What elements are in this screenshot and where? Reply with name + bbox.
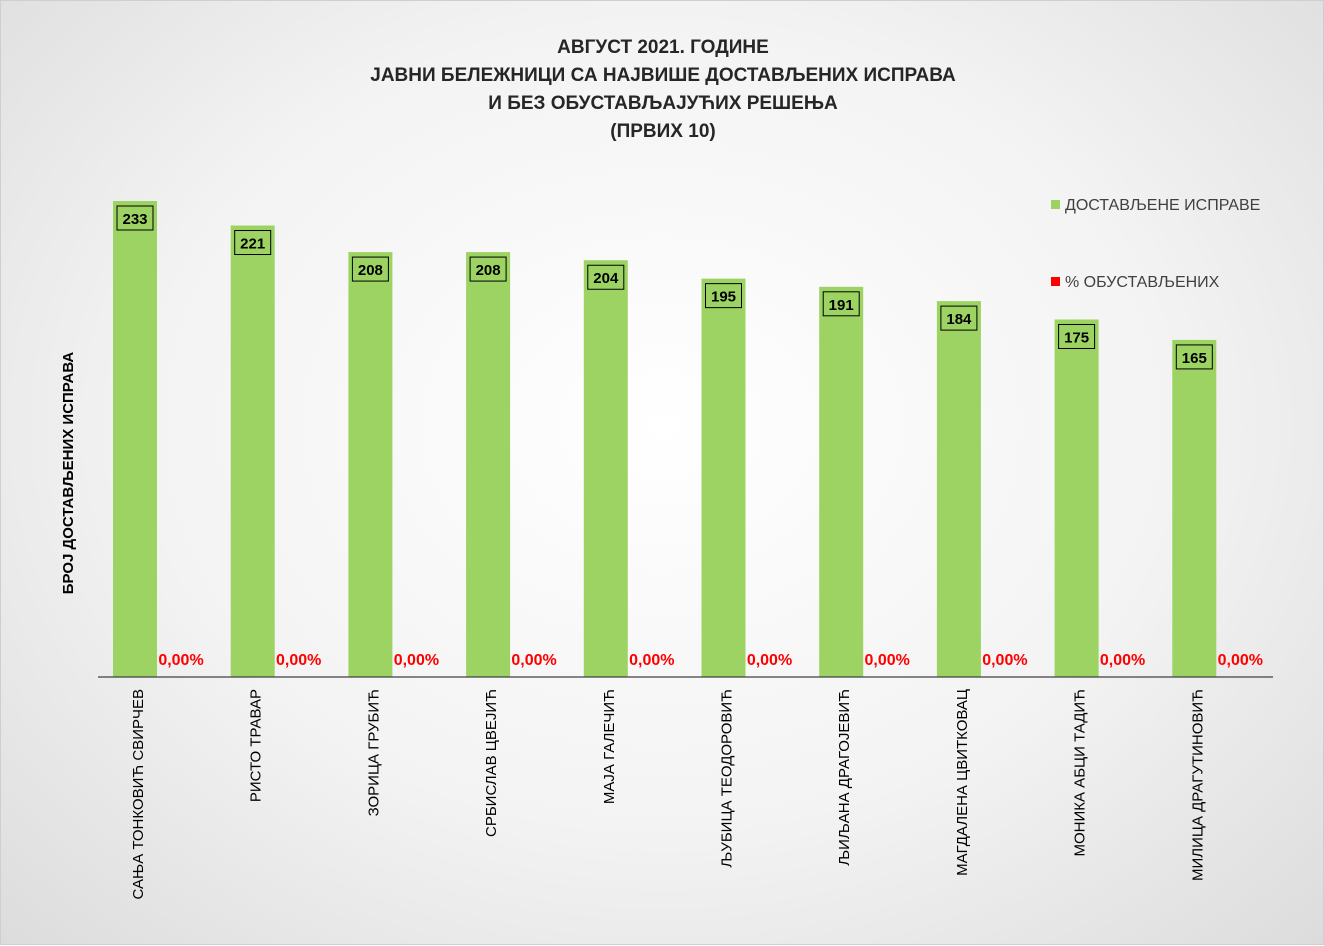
category-label: ЉИЉАНА ДРАГОЈЕВИЋ — [836, 689, 853, 866]
data-label-box — [1175, 344, 1213, 370]
data-label-box — [587, 264, 625, 290]
title-line: АВГУСТ 2021. ГОДИНЕ — [557, 37, 769, 58]
y-axis-label: БРОЈ ДОСТАВЉЕНИХ ИСПРАВА — [60, 352, 77, 595]
category-label: САЊА ТОНКОВИЋ СВИРЧЕВ — [130, 689, 147, 899]
bar — [936, 301, 981, 677]
data-label: 165 — [1182, 350, 1207, 367]
title-line: И БЕЗ ОБУСТАВЉАЈУЋИХ РЕШЕЊА — [488, 93, 838, 114]
category-label: МИЛИЦА ДРАГУТИНОВИЋ — [1189, 689, 1206, 881]
data-label-box — [116, 205, 154, 231]
data-label-box — [940, 305, 978, 331]
bar — [113, 201, 157, 677]
data-label-box — [1058, 323, 1096, 349]
data-label: 233 — [122, 211, 147, 228]
percent-label: 0,00% — [1218, 652, 1263, 669]
category-label: ЗОРИЦА ГРУБИЋ — [365, 689, 382, 816]
data-label: 184 — [946, 311, 972, 328]
title-line: (ПРВИХ 10) — [610, 121, 716, 142]
chart-title: АВГУСТ 2021. ГОДИНЕ ЈАВНИ БЕЛЕЖНИЦИ СА Н… — [1, 34, 1324, 146]
percent-label: 0,00% — [982, 652, 1027, 669]
percent-label: 0,00% — [394, 652, 439, 669]
bar — [583, 260, 628, 677]
bar — [1172, 339, 1217, 677]
data-label: 191 — [829, 297, 854, 314]
bar — [348, 252, 393, 677]
bar-group: 233 221 208 208 204 195 191 184 175 165 — [113, 201, 1217, 677]
category-label: МАЈА ГАЛЕЧИЋ — [601, 689, 618, 804]
percent-label: 0,00% — [1100, 652, 1145, 669]
bar — [1054, 319, 1099, 677]
data-label: 204 — [593, 270, 619, 287]
data-label: 195 — [711, 289, 736, 306]
bar — [819, 286, 864, 677]
legend: ДОСТАВЉЕНЕ ИСПРАВЕ % ОБУСТАВЉЕНИХ — [1051, 197, 1260, 291]
data-label: 208 — [476, 262, 501, 279]
bar — [701, 278, 746, 677]
legend-swatch-delivered — [1051, 200, 1060, 209]
category-label-group: САЊА ТОНКОВИЋ СВИРЧЕВ РИСТО ТРАВАР ЗОРИЦА … — [130, 689, 1206, 899]
percent-label: 0,00% — [511, 652, 556, 669]
percent-label: 0,00% — [276, 652, 321, 669]
percent-label: 0,00% — [629, 652, 674, 669]
percent-label: 0,00% — [158, 652, 203, 669]
percent-label: 0,00% — [747, 652, 792, 669]
data-label-box — [469, 256, 507, 282]
category-label: МОНИКА АБЦИ ТАДИЋ — [1072, 689, 1089, 857]
title-line: ЈАВНИ БЕЛЕЖНИЦИ СА НАЈВИШЕ ДОСТАВЉЕНИХ И… — [370, 65, 956, 86]
data-label: 175 — [1064, 329, 1089, 346]
category-label: МАГДАЛЕНА ЦВИТКОВАЦ — [954, 689, 971, 876]
category-label: ЉУБИЦА ТЕОДОРОВИЋ — [719, 689, 736, 868]
legend-label-delivered: ДОСТАВЉЕНЕ ИСПРАВЕ — [1065, 197, 1260, 214]
percent-label: 0,00% — [865, 652, 910, 669]
bar — [466, 252, 511, 677]
category-label: РИСТО ТРАВАР — [248, 689, 265, 802]
category-label: СРБИСЛАВ ЦВЕЈИЋ — [483, 689, 500, 837]
data-label-box — [822, 291, 860, 317]
legend-swatch-suspended — [1051, 277, 1060, 286]
data-label-box — [351, 256, 389, 282]
percent-label-group: 0,00% 0,00% 0,00% 0,00% 0,00% 0,00% 0,00% 0,00%… — [158, 652, 1263, 669]
legend-label-suspended: % ОБУСТАВЉЕНИХ — [1065, 274, 1220, 291]
data-label-box — [234, 230, 272, 256]
data-label: 221 — [240, 236, 265, 253]
bar — [230, 225, 275, 677]
data-label: 208 — [358, 262, 383, 279]
data-label-box — [705, 283, 742, 309]
